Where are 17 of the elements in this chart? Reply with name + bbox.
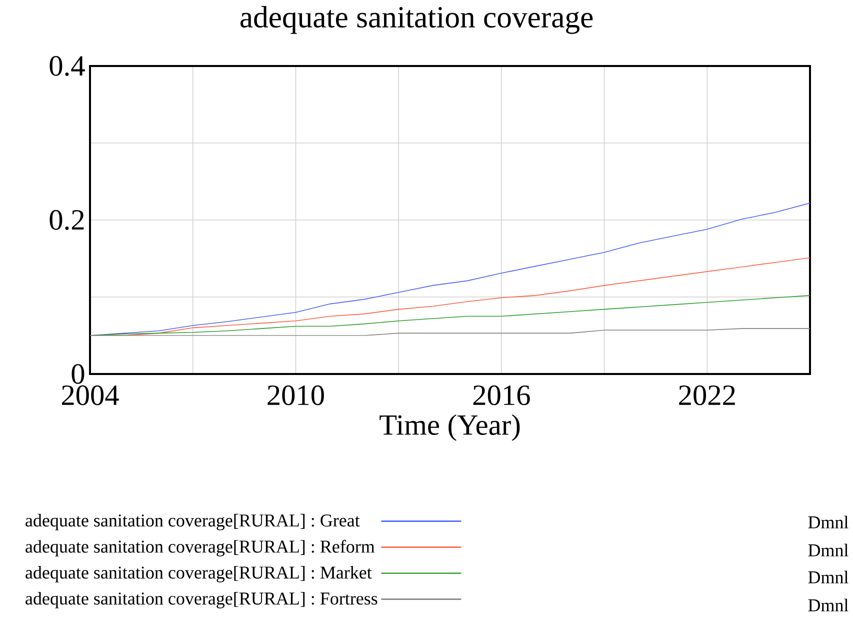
legend-label: adequate sanitation coverage[RURAL] : Market	[26, 566, 372, 582]
legend-label: adequate sanitation coverage[RURAL] : Great	[26, 514, 360, 530]
legend-label: adequate sanitation coverage[RURAL] : Fortress	[26, 592, 378, 608]
y-tick-label: 0.2	[50, 210, 84, 230]
x-tick-label: 2022	[679, 385, 735, 406]
legend-label: adequate sanitation coverage[RURAL] : Reform	[26, 540, 375, 556]
y-tick-label: 0.4	[50, 56, 85, 76]
y-tick-label: 0	[72, 364, 84, 384]
x-axis-title: Time (Year)	[380, 414, 520, 441]
text: Dmnl	[808, 544, 848, 556]
text: Dmnl	[808, 516, 848, 528]
x-tick-label: 2016	[473, 385, 530, 406]
x-tick-label: 2004	[62, 385, 119, 406]
text: Dmnl	[808, 570, 848, 584]
chart-title: adequate sanitation coverage	[240, 6, 593, 34]
text: Dmnl	[808, 598, 848, 612]
x-tick-label: 2010	[268, 385, 324, 406]
